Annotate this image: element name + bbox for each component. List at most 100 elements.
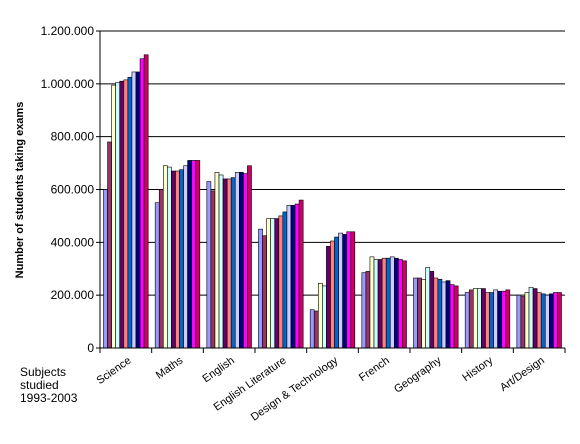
bar <box>183 165 188 349</box>
bar <box>226 178 232 349</box>
bar <box>501 290 507 349</box>
bar <box>239 172 244 349</box>
x-category-label: French <box>357 355 392 384</box>
bar <box>389 256 395 349</box>
bar <box>290 205 296 349</box>
x-category-label: History <box>460 354 495 384</box>
bar <box>158 189 164 349</box>
bar <box>162 165 168 349</box>
bar <box>377 259 383 349</box>
y-axis-label: Number of students taking exams <box>14 102 26 279</box>
bar <box>421 279 426 349</box>
bar <box>445 280 451 349</box>
bar <box>453 285 459 349</box>
bar <box>214 172 220 349</box>
bar <box>520 296 526 349</box>
x-category-label: English <box>200 355 236 386</box>
bar <box>313 310 319 349</box>
bar <box>557 292 562 349</box>
bar <box>282 211 288 349</box>
bar <box>115 82 121 349</box>
bar <box>464 292 470 349</box>
axes <box>96 30 566 353</box>
bar <box>381 257 387 349</box>
bar <box>528 286 534 349</box>
bar <box>187 160 193 349</box>
bar <box>532 288 538 349</box>
bar <box>449 284 455 349</box>
bar <box>497 290 503 349</box>
bar <box>334 236 339 349</box>
bar <box>402 260 407 349</box>
x-category-label: Maths <box>154 354 186 381</box>
bar <box>317 282 323 349</box>
bar <box>218 174 224 349</box>
x-category-label: Science <box>95 355 134 387</box>
bar <box>417 277 422 349</box>
bar <box>270 218 276 349</box>
bar <box>230 177 236 349</box>
bar <box>350 231 356 349</box>
bar <box>266 218 271 349</box>
x-category-label: Design & Technology <box>249 354 341 423</box>
bar <box>171 170 176 349</box>
bar <box>361 272 367 349</box>
bar <box>247 165 252 349</box>
bar <box>154 202 160 349</box>
bar <box>505 289 511 349</box>
bar <box>342 234 348 349</box>
bar <box>472 288 478 349</box>
bar <box>413 277 418 349</box>
bar <box>131 71 137 349</box>
bar <box>394 257 399 349</box>
bar <box>365 271 371 349</box>
bar <box>477 288 482 349</box>
y-tick-label: 800.000 <box>51 130 95 144</box>
bars <box>103 54 562 349</box>
bar <box>385 257 391 349</box>
bar <box>322 285 327 349</box>
bar <box>127 76 133 349</box>
bar <box>441 281 447 349</box>
bar <box>398 259 403 349</box>
bar <box>433 277 439 349</box>
bar <box>135 71 141 349</box>
bar <box>243 173 248 349</box>
bar <box>536 292 542 349</box>
bar <box>179 169 184 349</box>
bar <box>516 294 522 349</box>
bar <box>234 172 240 349</box>
bar <box>437 279 443 349</box>
bar <box>262 235 267 349</box>
bar <box>123 79 129 349</box>
bar <box>167 166 172 349</box>
subjects-note-line: 1993-2003 <box>20 391 78 405</box>
x-category-label: Geography <box>392 354 444 395</box>
y-tick-label: 1.200.000 <box>41 24 95 38</box>
bar <box>143 54 149 349</box>
bar <box>274 218 280 349</box>
bar <box>373 259 379 349</box>
bar <box>107 141 112 349</box>
bar <box>278 215 284 349</box>
bar <box>481 288 486 349</box>
bar <box>119 80 125 349</box>
bar <box>139 58 145 349</box>
y-tick-label: 0 <box>87 341 94 355</box>
y-tick-label: 600.000 <box>51 183 95 197</box>
bar <box>549 293 554 349</box>
y-tick-labels: 0 200.000 400.000 600.000 800.000 1.000.000 1.… <box>41 24 95 355</box>
bar <box>429 271 435 349</box>
bar <box>330 240 335 349</box>
bar <box>489 292 494 349</box>
bar <box>175 170 180 349</box>
y-tick-label: 400.000 <box>51 235 95 249</box>
subjects-note-line: studied <box>20 378 59 392</box>
bar <box>206 181 212 349</box>
bar <box>326 246 331 349</box>
x-category-label: Art/Design <box>498 355 547 394</box>
bar <box>298 199 304 349</box>
